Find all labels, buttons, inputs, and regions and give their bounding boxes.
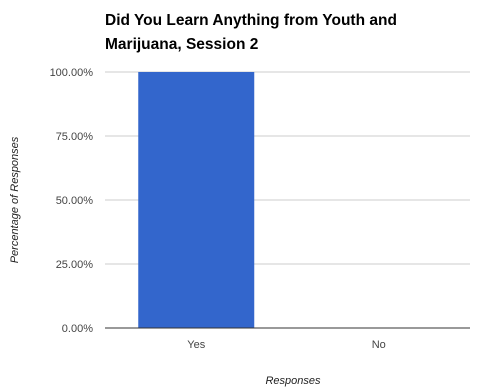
chart-title-line-1: Did You Learn Anything from Youth and [105,12,397,29]
y-tick-label: 50.00% [56,195,94,207]
bar-yes [138,72,255,328]
y-tick-label: 25.00% [56,259,94,271]
bars [138,72,255,328]
chart-title-line-2: Marijuana, Session 2 [105,36,258,53]
y-axis-title: Percentage of Responses [9,136,21,263]
x-tick-label-no: No [372,339,386,351]
x-axis-title: Responses [265,375,321,387]
y-tick-label: 0.00% [62,323,93,335]
x-tick-label-yes: Yes [187,339,205,351]
x-axis-ticks: Yes No [187,339,386,351]
y-axis-ticks: 0.00% 25.00% 50.00% 75.00% 100.00% [50,67,94,335]
y-tick-label: 75.00% [56,131,94,143]
y-tick-label: 100.00% [50,67,94,79]
